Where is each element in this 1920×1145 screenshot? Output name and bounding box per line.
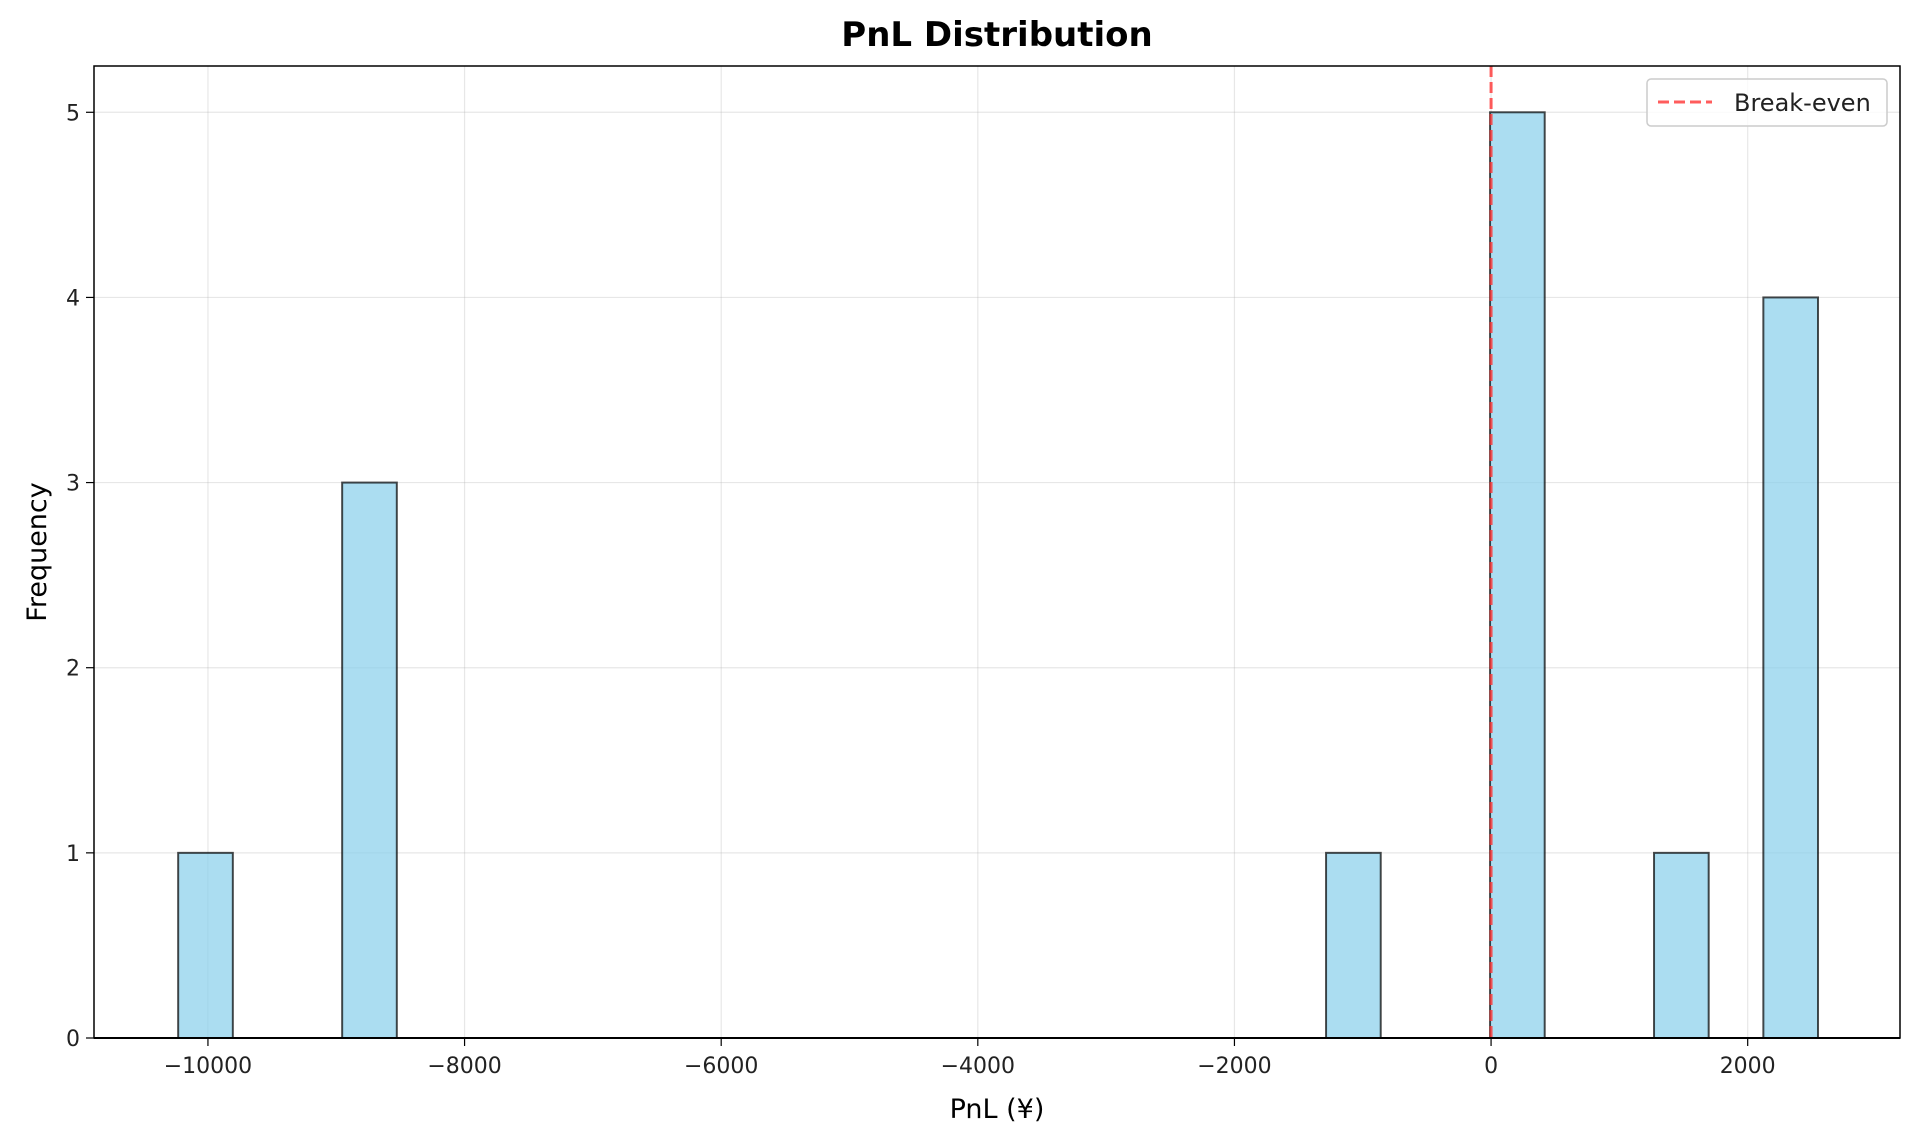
histogram-bar	[177, 851, 234, 1039]
y-tick-label: 0	[66, 1027, 80, 1052]
y-tick-label: 3	[66, 472, 80, 497]
x-tick-label: −8000	[427, 1054, 501, 1079]
x-tick-label: 2000	[1720, 1054, 1776, 1079]
legend-break-even-label: Break-even	[1734, 89, 1871, 117]
x-tick-label: −4000	[941, 1054, 1015, 1079]
chart-title: PnL Distribution	[841, 15, 1152, 55]
x-axis-label: PnL (¥)	[950, 1094, 1045, 1125]
legend: Break-even	[1646, 78, 1888, 127]
y-tick-label: 1	[66, 842, 80, 867]
histogram-bar	[1653, 851, 1710, 1039]
histogram-bar	[1489, 111, 1546, 1040]
x-tick-label: −2000	[1197, 1054, 1271, 1079]
histogram-bar	[1325, 851, 1382, 1039]
plot-frame	[93, 65, 1901, 1039]
y-tick-label: 5	[66, 101, 80, 126]
x-tick-label: −6000	[684, 1054, 758, 1079]
x-tick-label: −10000	[164, 1054, 252, 1079]
histogram-bar	[341, 481, 398, 1040]
legend-box	[1646, 78, 1888, 127]
y-tick-label: 2	[66, 657, 80, 682]
y-tick-label: 4	[66, 286, 80, 311]
y-axis-label: Frequency	[22, 482, 53, 622]
x-tick-label: 0	[1484, 1054, 1498, 1079]
histogram-bar	[1762, 296, 1820, 1039]
